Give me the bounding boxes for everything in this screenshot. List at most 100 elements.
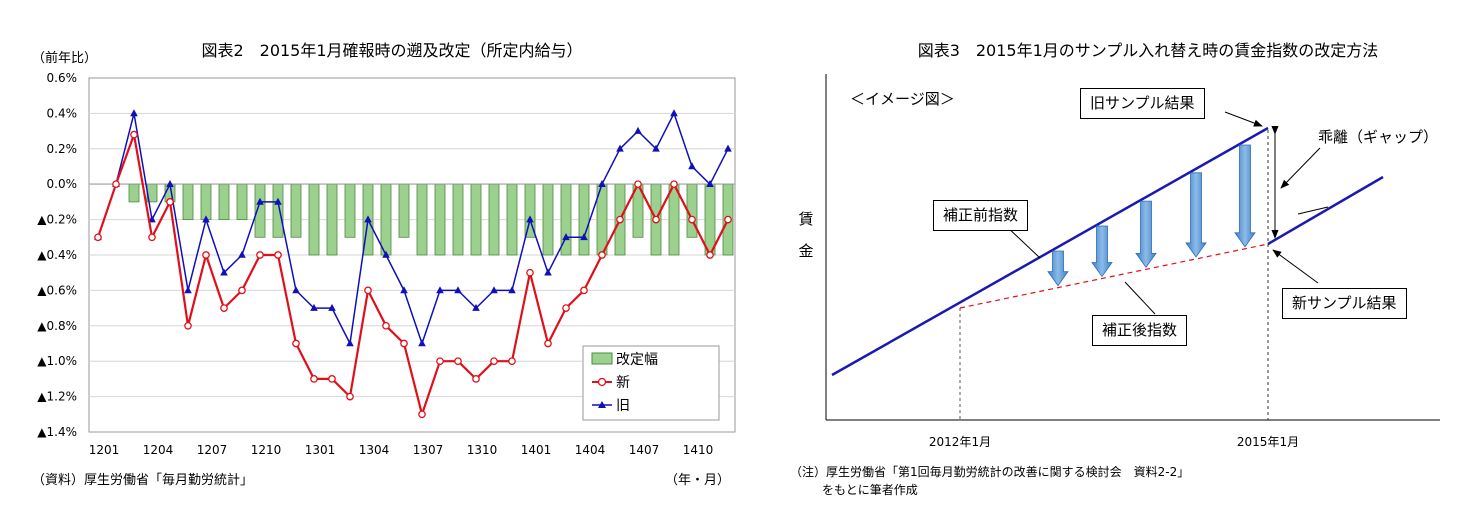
bar-revision — [380, 183, 392, 256]
legend: 改定幅 新 旧 — [582, 345, 720, 421]
y-tick-label: ▲0.6% — [37, 283, 77, 297]
series-line-new — [96, 133, 729, 416]
y-tick-label: ▲1.4% — [37, 425, 77, 439]
bar-revision — [182, 183, 194, 220]
point-old — [544, 268, 552, 276]
point-old — [382, 250, 390, 258]
line-after-correction — [959, 243, 1269, 309]
point-new — [454, 357, 462, 366]
line-before-correction — [831, 126, 1269, 377]
bar-revision — [344, 183, 356, 238]
x-tick-label: 1401 — [521, 443, 552, 457]
legend-swatch-bar — [591, 352, 613, 365]
bar-revision — [506, 183, 518, 256]
bar-revision — [704, 183, 716, 256]
bar-revision — [236, 183, 248, 220]
point-new — [364, 286, 372, 295]
pointer-after — [1124, 281, 1156, 315]
correction-arrow — [1047, 250, 1069, 287]
y-axis-label: （前年比） — [32, 50, 97, 66]
bar-revision — [326, 183, 338, 256]
point-old — [202, 215, 210, 223]
point-old — [454, 286, 462, 294]
x-tick-label: 1310 — [467, 443, 498, 457]
note-line-1: （注）厚生労働省「第1回毎月勤労統計の改善に関する検討会 資料2-2」 — [790, 464, 1189, 479]
source-note: （資料）厚生労働省「毎月勤労統計」 — [32, 472, 253, 488]
pointer-gap — [1280, 147, 1321, 189]
point-new — [670, 180, 678, 189]
point-old — [418, 339, 426, 347]
correction-arrow — [1234, 144, 1256, 248]
correction-arrows — [1047, 144, 1256, 287]
series-lines — [94, 109, 732, 419]
point-new — [148, 233, 156, 242]
left-chart-title: 図表2 2015年1月確報時の遡及改定（所定内給与） — [201, 41, 582, 60]
label-after-correction: 補正後指数 — [1092, 315, 1188, 346]
bar-revision — [452, 183, 464, 256]
point-new — [544, 339, 552, 348]
point-old — [400, 286, 408, 294]
bar-revision — [416, 183, 428, 256]
x-tick-label: 1304 — [359, 443, 390, 457]
y-label-char-1: 賃 — [798, 210, 813, 228]
point-old — [724, 144, 732, 152]
pointer-gap-2 — [1297, 206, 1329, 215]
label-old-sample: 旧サンプル結果 — [1080, 88, 1205, 119]
point-old — [580, 233, 588, 241]
point-new — [472, 375, 480, 383]
legend-label-new: 新 — [616, 375, 630, 391]
point-new — [724, 215, 732, 224]
point-new — [130, 130, 138, 139]
point-old — [292, 286, 300, 294]
point-old — [616, 144, 624, 152]
label-before-correction: 補正前指数 — [933, 200, 1029, 231]
note-line-2: をもとに筆者作成 — [822, 483, 918, 497]
point-new — [292, 339, 300, 348]
point-new — [490, 357, 498, 366]
point-old — [508, 286, 516, 294]
point-new — [274, 251, 282, 259]
x-label-2015: 2015年1月 — [1237, 435, 1299, 449]
point-new — [328, 375, 336, 383]
series-line-old — [97, 112, 729, 345]
point-old — [256, 197, 264, 205]
point-old — [652, 144, 660, 152]
bar-revision — [272, 183, 284, 238]
point-new — [202, 251, 210, 259]
correction-arrow — [1135, 200, 1157, 269]
point-new — [382, 321, 390, 330]
legend-marker-old — [598, 401, 606, 408]
point-new — [220, 304, 228, 312]
point-old — [526, 215, 534, 223]
x-axis-label: （年・月） — [665, 473, 730, 488]
x-tick-label: 1210 — [251, 443, 282, 457]
point-new — [184, 321, 192, 330]
point-old — [670, 109, 678, 117]
y-tick-label: ▲0.4% — [37, 248, 77, 262]
point-old — [562, 233, 570, 241]
point-new — [166, 198, 174, 206]
point-old — [688, 162, 696, 170]
bar-revision — [470, 183, 482, 256]
legend-label-old: 旧 — [616, 398, 630, 414]
point-new — [94, 233, 102, 242]
point-new — [526, 268, 534, 277]
point-new — [346, 392, 354, 401]
x-tick-labels: 1201 1204 1207 1210 1301 1304 1307 1310 1401 1404… — [89, 443, 714, 457]
y-tick-label: 0.4% — [47, 106, 78, 120]
y-label-char-2: 金 — [798, 242, 813, 260]
y-tick-label: ▲1.0% — [37, 354, 77, 368]
image-caption: ＜イメージ図＞ — [850, 90, 955, 108]
correction-arrow — [1185, 172, 1207, 258]
point-old — [436, 286, 444, 294]
point-old — [328, 303, 336, 311]
bar-revision — [128, 183, 140, 203]
line-new-sample — [1267, 175, 1384, 246]
y-tick-label: 0.6% — [47, 71, 78, 85]
point-old — [472, 303, 480, 311]
point-new — [436, 357, 444, 366]
point-old — [490, 286, 498, 294]
x-tick-label: 1404 — [575, 443, 606, 457]
x-tick-label: 1301 — [305, 443, 336, 457]
